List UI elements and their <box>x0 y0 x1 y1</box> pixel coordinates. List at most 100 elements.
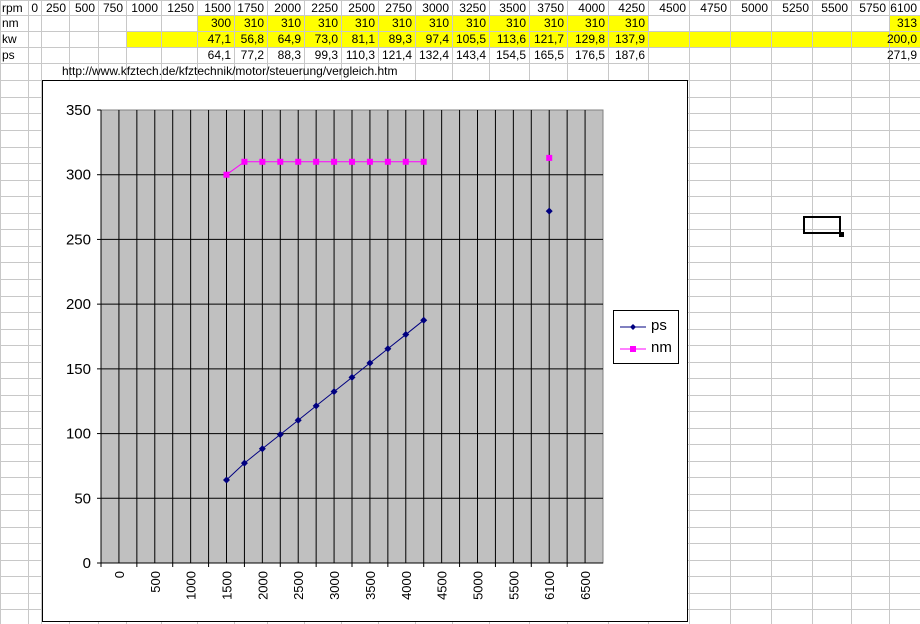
table-cell[interactable]: 110,3 <box>346 48 375 62</box>
y-tick-label: 50 <box>74 490 91 507</box>
header-cell[interactable]: 1750 <box>237 1 264 15</box>
header-cell[interactable]: 5500 <box>821 1 848 15</box>
header-cell[interactable]: 2750 <box>385 1 412 15</box>
header-cell[interactable]: 250 <box>46 1 66 15</box>
x-tick-label: 3000 <box>327 571 342 600</box>
highlight-fill <box>197 15 648 31</box>
header-cell[interactable]: 2000 <box>274 1 301 15</box>
table-cell[interactable]: 165,5 <box>534 48 564 62</box>
data-point-nm <box>241 158 248 165</box>
table-cell[interactable]: 88,3 <box>278 48 302 62</box>
table-cell[interactable]: 176,5 <box>575 48 605 62</box>
data-point-ps <box>312 402 320 410</box>
legend-label-nm: nm <box>651 339 672 356</box>
x-tick-label: 2000 <box>255 571 270 600</box>
table-cell[interactable]: 129,8 <box>575 32 605 46</box>
header-cell[interactable]: 3750 <box>537 1 564 15</box>
header-cell[interactable]: 5000 <box>741 1 768 15</box>
y-tick-label: 150 <box>66 361 91 378</box>
data-point-nm <box>331 158 338 165</box>
table-cell[interactable]: 200,0 <box>887 32 917 46</box>
row-label[interactable]: kw <box>2 32 17 46</box>
table-cell[interactable]: 310 <box>392 16 412 30</box>
table-cell[interactable]: 132,4 <box>419 48 449 62</box>
table-cell[interactable]: 121,7 <box>534 32 564 46</box>
data-point-ps <box>384 345 392 353</box>
table-cell[interactable]: 99,3 <box>315 48 339 62</box>
table-cell[interactable]: 310 <box>244 16 264 30</box>
table-cell[interactable]: 89,3 <box>389 32 413 46</box>
table-cell[interactable]: 310 <box>355 16 375 30</box>
header-cell[interactable]: 1000 <box>131 1 158 15</box>
data-point-ps <box>294 416 302 424</box>
header-cell[interactable]: 4750 <box>700 1 727 15</box>
x-tick-label: 5000 <box>471 571 486 600</box>
table-cell[interactable]: 310 <box>429 16 449 30</box>
table-cell[interactable]: 64,9 <box>278 32 302 46</box>
header-cell[interactable]: 1500 <box>204 1 231 15</box>
source-url[interactable]: http://www.kfztech.de/kfztechnik/motor/s… <box>62 64 397 78</box>
data-point-nm <box>366 158 373 165</box>
header-cell[interactable]: 1250 <box>167 1 194 15</box>
table-cell[interactable]: 81,1 <box>352 32 376 46</box>
table-cell[interactable]: 300 <box>211 16 231 30</box>
table-cell[interactable]: 271,9 <box>887 48 917 62</box>
header-cell[interactable]: 0 <box>31 1 38 15</box>
highlight-fill <box>889 15 920 31</box>
table-cell[interactable]: 77,2 <box>241 48 265 62</box>
header-cell[interactable]: 6100 <box>890 1 917 15</box>
table-cell[interactable]: 137,9 <box>615 32 645 46</box>
table-cell[interactable]: 310 <box>506 16 526 30</box>
header-cell[interactable]: 3000 <box>422 1 449 15</box>
header-cell[interactable]: 5750 <box>859 1 886 15</box>
table-cell[interactable]: 154,5 <box>496 48 526 62</box>
x-tick-label: 4500 <box>435 571 450 600</box>
y-tick-label: 100 <box>66 426 91 443</box>
table-cell[interactable]: 73,0 <box>315 32 339 46</box>
table-cell[interactable]: 310 <box>585 16 605 30</box>
data-point-nm <box>313 158 320 165</box>
table-cell[interactable]: 121,4 <box>382 48 412 62</box>
table-cell[interactable]: 47,1 <box>208 32 232 46</box>
header-cell[interactable]: 5250 <box>782 1 809 15</box>
table-cell[interactable]: 310 <box>544 16 564 30</box>
data-point-ps <box>223 476 230 484</box>
x-tick-label: 1500 <box>220 571 235 600</box>
header-cell[interactable]: 3250 <box>459 1 486 15</box>
table-cell[interactable]: 310 <box>466 16 486 30</box>
table-cell[interactable]: 187,6 <box>615 48 645 62</box>
fill-handle[interactable] <box>839 232 844 237</box>
row-label[interactable]: ps <box>2 48 15 62</box>
data-point-ps <box>330 388 338 396</box>
table-cell[interactable]: 310 <box>318 16 338 30</box>
header-cell[interactable]: 500 <box>75 1 95 15</box>
table-cell[interactable]: 313 <box>897 16 917 30</box>
header-cell[interactable]: 2500 <box>348 1 375 15</box>
row-label[interactable]: nm <box>2 16 19 30</box>
header-cell[interactable]: 4250 <box>618 1 645 15</box>
data-point-nm <box>420 158 427 165</box>
data-point-nm <box>349 158 355 165</box>
header-cell[interactable]: 4500 <box>659 1 686 15</box>
table-cell[interactable]: 56,8 <box>241 32 265 46</box>
table-cell[interactable]: 113,6 <box>497 32 526 46</box>
header-cell[interactable]: 4000 <box>578 1 605 15</box>
header-cell[interactable]: rpm <box>2 1 23 15</box>
x-tick-label: 4000 <box>399 571 414 600</box>
legend-item-ps: ps <box>614 316 678 336</box>
table-cell[interactable]: 310 <box>281 16 301 30</box>
table-cell[interactable]: 143,4 <box>456 48 486 62</box>
table-cell[interactable]: 105,5 <box>456 32 486 46</box>
x-tick-label: 5500 <box>506 571 521 600</box>
selected-cell[interactable] <box>803 216 841 234</box>
table-cell[interactable]: 64,1 <box>208 48 232 62</box>
header-cell[interactable]: 750 <box>103 1 123 15</box>
table-cell[interactable]: 310 <box>625 16 645 30</box>
y-tick-label: 0 <box>83 555 91 572</box>
header-cell[interactable]: 3500 <box>499 1 526 15</box>
header-cell[interactable]: 2250 <box>311 1 338 15</box>
table-cell[interactable]: 97,4 <box>426 32 450 46</box>
data-point-nm <box>223 171 230 178</box>
x-tick-label: 6100 <box>542 571 557 600</box>
